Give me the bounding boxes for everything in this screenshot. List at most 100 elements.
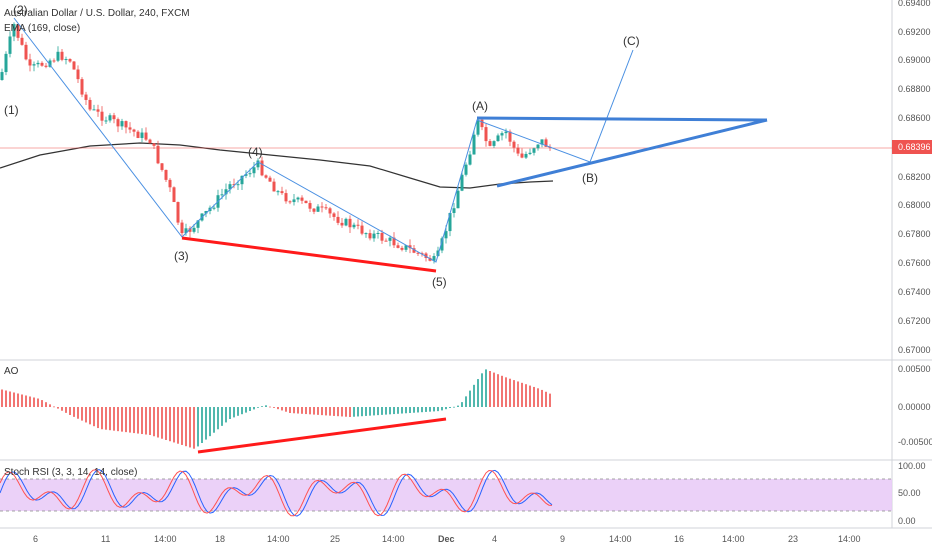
candle-body <box>100 111 104 121</box>
ao-bar <box>469 390 471 407</box>
ao-bar <box>185 407 187 447</box>
svg-text:0.69400: 0.69400 <box>898 0 931 8</box>
svg-text:11: 11 <box>101 534 110 544</box>
ao-bar <box>73 407 75 417</box>
candle-body <box>136 131 140 138</box>
candle-body <box>184 228 188 234</box>
candle-body <box>192 227 196 232</box>
ao-bar <box>417 407 419 413</box>
ao-bar <box>537 388 539 407</box>
candle-body <box>516 147 520 154</box>
candle-body <box>120 121 124 127</box>
ao-legend[interactable]: AO <box>4 366 19 377</box>
candle-body <box>240 175 244 185</box>
candle-body <box>16 24 20 38</box>
svg-text:16: 16 <box>674 534 684 544</box>
candle-body <box>484 127 488 142</box>
stoch-line <box>0 469 553 517</box>
candle-body <box>88 99 92 110</box>
candle-body <box>532 148 536 153</box>
candle-body <box>28 59 32 66</box>
ao-bar <box>377 407 379 416</box>
ao-bar <box>505 377 507 407</box>
candle-body <box>68 59 72 62</box>
ao-bar <box>213 407 215 433</box>
ao-bar <box>529 385 531 407</box>
candle-body <box>468 154 472 165</box>
candle-body <box>312 208 316 212</box>
candle-body <box>316 206 320 212</box>
candle-body <box>60 51 64 60</box>
candle-body <box>452 208 456 213</box>
svg-text:14:00: 14:00 <box>722 534 745 544</box>
ao-bar <box>5 390 7 407</box>
candle-body <box>256 160 260 168</box>
ao-bar <box>349 407 351 417</box>
candle-body <box>496 135 500 142</box>
ao-bar <box>457 405 459 407</box>
candle-body <box>288 201 292 203</box>
price-axis[interactable]: 0.69400 0.69200 0.69000 0.68800 0.68600 … <box>892 0 932 355</box>
candle-body <box>324 207 328 209</box>
ao-bar <box>481 373 483 407</box>
ao-bar <box>493 372 495 407</box>
candle-body <box>52 60 56 62</box>
ao-bar <box>437 407 439 412</box>
stoch-legend[interactable]: Stoch RSI (3, 3, 14, 14, close) <box>4 467 137 478</box>
ao-bar <box>501 375 503 407</box>
candle-body <box>368 233 372 239</box>
ao-axis[interactable]: 0.00500 0.00000 -0.00500 <box>898 364 932 447</box>
ao-bar <box>265 405 267 407</box>
candle-body <box>480 119 484 128</box>
ao-bar <box>257 407 259 408</box>
current-price-badge <box>892 140 932 154</box>
ao-bar <box>413 407 415 413</box>
ao-bar <box>25 395 27 407</box>
ao-bar <box>385 407 387 415</box>
ao-bar <box>145 407 147 435</box>
svg-text:100.00: 100.00 <box>898 461 926 471</box>
ao-bar <box>217 407 219 430</box>
ao-bar <box>93 407 95 427</box>
ao-bar <box>301 407 303 414</box>
ao-bar <box>509 378 511 407</box>
candle-body <box>188 228 192 232</box>
candle-body <box>520 153 524 158</box>
candle-body <box>84 94 88 100</box>
ao-bar <box>157 407 159 438</box>
ao-bar <box>281 407 283 411</box>
ao-bar <box>353 407 355 417</box>
ao-bar <box>409 407 411 413</box>
ema-legend[interactable]: EMA (169, close) <box>4 23 80 34</box>
ao-bar <box>321 407 323 416</box>
ao-bar <box>161 407 163 439</box>
ao-bar <box>393 407 395 415</box>
candle-body <box>244 174 248 176</box>
ao-bar <box>461 402 463 407</box>
candle-body <box>304 200 308 204</box>
candle-body <box>408 245 412 249</box>
ao-bar <box>533 386 535 407</box>
ao-bar <box>69 407 71 415</box>
candle-body <box>0 72 4 80</box>
candle-body <box>252 167 256 174</box>
ao-bar <box>445 407 447 410</box>
ao-bar <box>473 384 475 407</box>
candle-body <box>224 189 228 195</box>
candle-body <box>536 144 540 149</box>
ao-bar <box>497 374 499 407</box>
ao-bar <box>109 407 111 431</box>
ao-bar <box>373 407 375 416</box>
candle-body <box>440 238 444 251</box>
candle-body <box>364 233 368 235</box>
candlesticks <box>0 22 552 264</box>
ao-bar <box>129 407 131 433</box>
symbol-title[interactable]: Australian Dollar / U.S. Dollar, 240, FX… <box>4 8 190 19</box>
candle-body <box>172 187 176 203</box>
candle-body <box>296 197 300 200</box>
svg-text:0.00: 0.00 <box>898 516 916 526</box>
candle-body <box>292 199 296 203</box>
stoch-axis[interactable]: 100.00 50.00 0.00 <box>898 461 926 526</box>
time-axis[interactable]: 6 11 14:00 18 14:00 25 14:00 Dec 4 9 14:… <box>33 534 861 544</box>
